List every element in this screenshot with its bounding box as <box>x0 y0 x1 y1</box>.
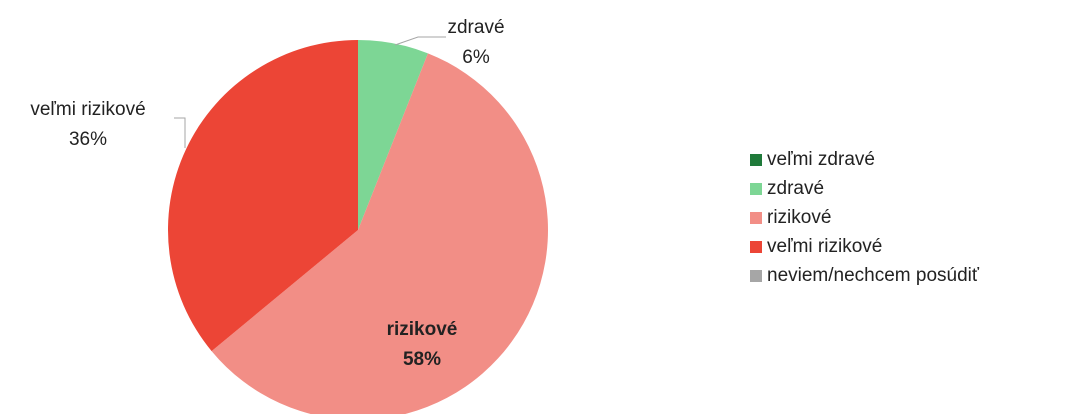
legend-swatch <box>750 183 762 195</box>
legend-swatch <box>750 212 762 224</box>
legend-label: veľmi zdravé <box>767 149 875 170</box>
legend-swatch <box>750 270 762 282</box>
pie-slice <box>211 53 548 414</box>
legend-label: neviem/nechcem posúdiť <box>767 265 980 286</box>
legend-label: veľmi rizikové <box>767 236 882 257</box>
data-label-value: 58% <box>403 349 441 370</box>
data-label-name: rizikové <box>387 319 458 340</box>
leader-line <box>394 36 446 46</box>
legend-label: rizikové <box>767 207 831 228</box>
pie-slice <box>358 40 428 230</box>
legend-swatch <box>750 241 762 253</box>
data-label-name: veľmi rizikové <box>30 99 145 120</box>
legend-label: zdravé <box>767 178 824 199</box>
data-label-value: 36% <box>69 129 107 150</box>
legend-swatch <box>750 154 762 166</box>
data-label-name: zdravé <box>447 17 504 38</box>
leader-line <box>174 117 186 148</box>
data-label-value: 6% <box>462 47 490 68</box>
pie-slice <box>167 40 358 352</box>
